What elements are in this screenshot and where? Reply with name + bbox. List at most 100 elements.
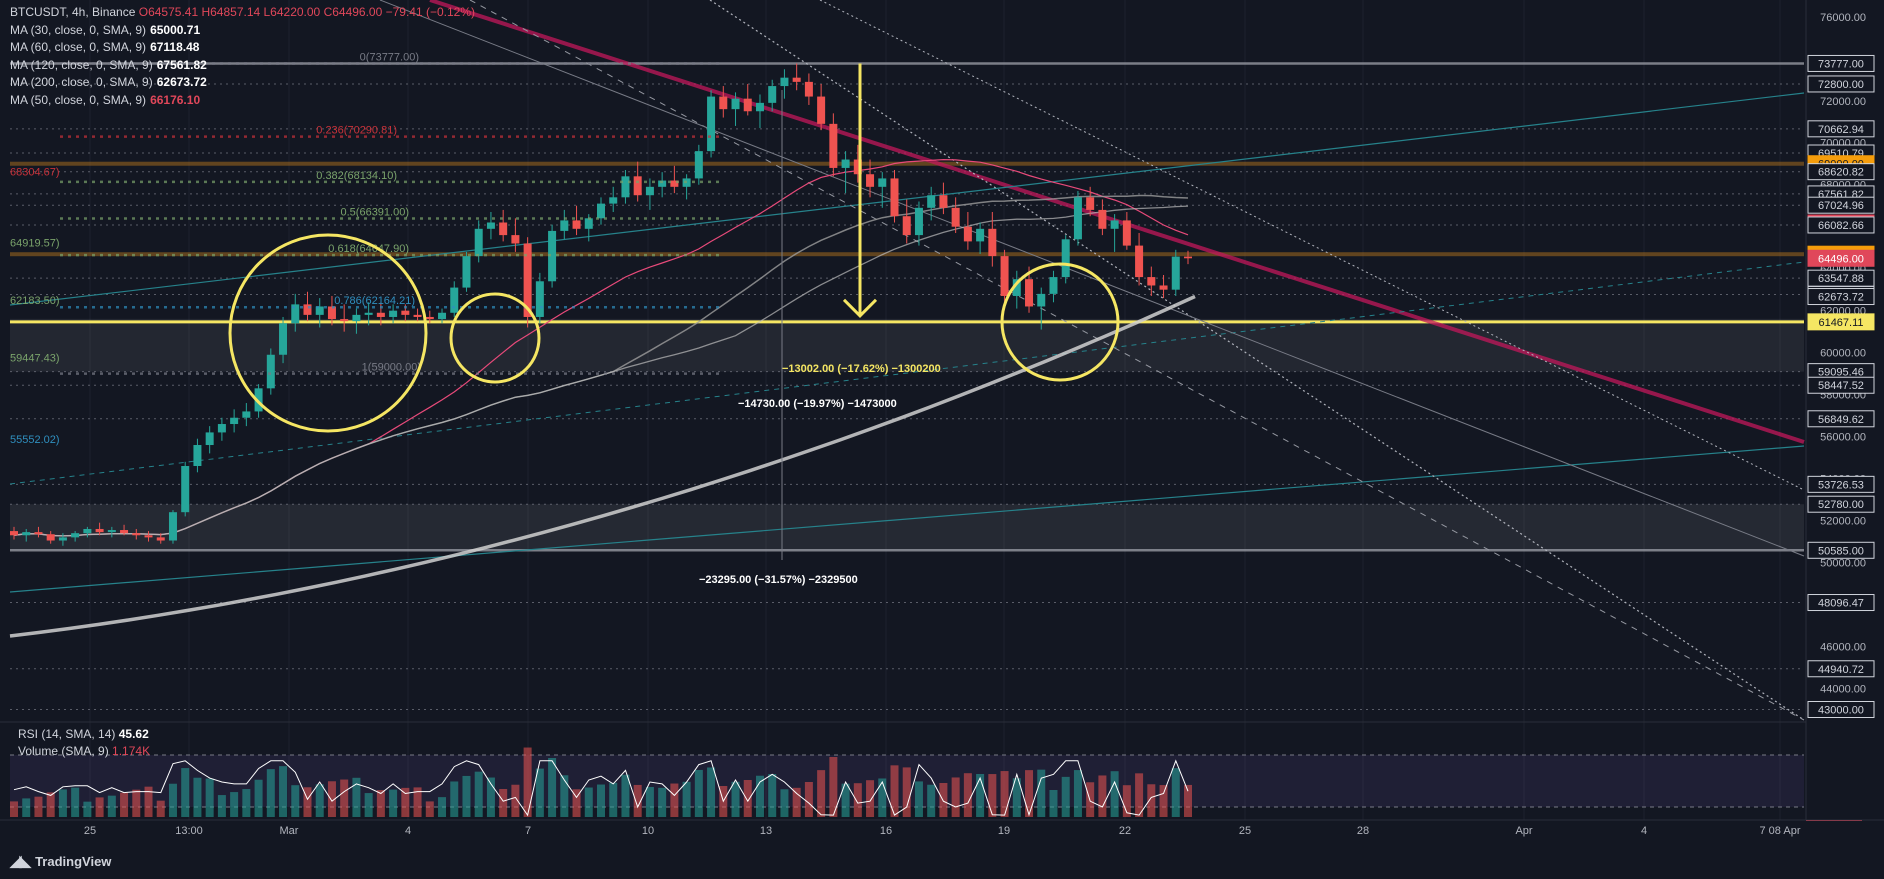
ma-legend-row[interactable]: MA (60, close, 0, SMA, 9) 67118.48 xyxy=(10,39,475,57)
candle-body xyxy=(1135,245,1144,278)
volume-bar xyxy=(645,787,654,817)
volume-bar xyxy=(71,787,80,817)
price-label-text: 62673.72 xyxy=(1818,292,1864,304)
candle-body xyxy=(523,243,532,317)
candle-body xyxy=(1098,209,1107,229)
price-label-badge xyxy=(1807,376,1875,394)
candle-body xyxy=(144,535,153,538)
volume-bar xyxy=(364,793,373,817)
candle-body xyxy=(731,98,740,110)
volume-bar xyxy=(597,784,605,817)
candle-body xyxy=(279,323,288,355)
volume-bar xyxy=(768,774,777,817)
ma-value: 65000.71 xyxy=(150,22,201,37)
candle-body xyxy=(46,534,55,541)
left-level-label: 62183.50) xyxy=(10,295,60,307)
volume-bar xyxy=(303,787,312,817)
rsi-row[interactable]: RSI (14, SMA, 14) 45.62 xyxy=(18,726,150,743)
ma-legend-row[interactable]: MA (30, close, 0, SMA, 9) 65000.71 xyxy=(10,22,475,40)
volume-bar xyxy=(1171,768,1180,817)
candle-body xyxy=(584,218,593,229)
volume-bar xyxy=(548,758,557,817)
ma-legend-row[interactable]: MA (200, close, 0, SMA, 9) 62673.72 xyxy=(10,74,475,92)
candle-body xyxy=(1110,220,1119,229)
volume-bar xyxy=(486,777,495,817)
volume-bar xyxy=(535,768,544,817)
candle-body xyxy=(1086,197,1095,210)
time-tick: Mar xyxy=(280,825,299,837)
ma-value: 67118.48 xyxy=(150,40,200,54)
volume-bar xyxy=(670,783,679,817)
volume-bar xyxy=(279,766,288,817)
symbol-row[interactable]: BTCUSDT, 4h, Binance O64575.41 H64857.14… xyxy=(10,4,475,22)
volume-bar xyxy=(168,783,177,817)
fib-label: 1(59000.00) xyxy=(362,362,421,374)
price-tick: 50000.00 xyxy=(1820,558,1866,570)
price-label-badge xyxy=(1807,120,1875,138)
candle-body xyxy=(132,533,141,536)
candle-body xyxy=(352,314,361,322)
time-axis[interactable]: 25 13:00 Mar 4 7 10 13 16 19 22 25 28 Apr 4 7 08 Apr xyxy=(0,819,1884,837)
price-label-text: 48096.47 xyxy=(1818,598,1864,610)
price-label-text: 59095.46 xyxy=(1818,367,1864,379)
candle-body xyxy=(853,159,862,175)
volume-bar xyxy=(46,792,55,817)
volume-bar xyxy=(1049,790,1058,817)
ma-legend-row[interactable]: MA (50, close, 0, SMA, 9) 66176.10 xyxy=(10,92,475,110)
candle-body xyxy=(951,207,960,227)
volume-bar xyxy=(1159,785,1168,817)
candle-body xyxy=(327,306,336,320)
candle-body xyxy=(34,532,43,535)
volume-bar xyxy=(462,775,471,817)
price-tick: 60000.00 xyxy=(1820,348,1866,360)
annotations xyxy=(228,63,1120,560)
candle-body xyxy=(193,445,202,467)
volume-row[interactable]: Volume (SMA, 9) 1.174K xyxy=(18,743,150,760)
price-axis[interactable]: 76000.0074000.0072000.0070000.0068000.00… xyxy=(1805,0,1884,820)
price-label-badge xyxy=(1807,701,1875,719)
chart-legend: BTCUSDT, 4h, Binance O64575.41 H64857.14… xyxy=(10,4,475,109)
price-label-badge xyxy=(1807,75,1875,93)
volume-bar xyxy=(841,783,850,817)
time-tick: 19 xyxy=(998,825,1010,837)
candle-body xyxy=(217,424,226,433)
volume-bar xyxy=(34,796,43,817)
volume-bar xyxy=(181,768,190,817)
volume-value: 1.174K xyxy=(112,744,151,758)
volume-bar xyxy=(743,780,752,817)
price-label-badge xyxy=(1807,216,1875,234)
price-label-badge xyxy=(1807,410,1875,428)
volume-bar xyxy=(499,789,508,817)
volume-bar xyxy=(327,781,336,817)
candle-body xyxy=(425,316,434,320)
candle-body xyxy=(548,230,557,282)
price-tick: 72000.00 xyxy=(1820,96,1866,108)
volume-bar xyxy=(976,774,985,817)
time-tick: 22 xyxy=(1119,825,1131,837)
time-tick: 13:00 xyxy=(175,825,203,837)
candle-body xyxy=(780,77,789,87)
price-label-badge xyxy=(1807,288,1875,306)
volume-bar xyxy=(878,778,887,817)
candle-body xyxy=(817,96,826,124)
candle-body xyxy=(254,388,263,412)
dotted-trendline-1 xyxy=(709,0,1805,721)
time-tick: 10 xyxy=(642,825,654,837)
ma-label: MA (50, close, 0, SMA, 9) xyxy=(10,92,147,107)
candle-body xyxy=(1122,220,1131,246)
price-label-badge xyxy=(1807,495,1875,513)
volume-bar xyxy=(707,767,716,817)
candle-body xyxy=(609,197,618,204)
price-tick: 46000.00 xyxy=(1820,642,1866,654)
tradingview-brand[interactable]: ◢◣ TradingView xyxy=(10,852,111,870)
price-label-text: 50585.00 xyxy=(1818,545,1864,557)
ma-legend-row[interactable]: MA (120, close, 0, SMA, 9) 67561.82 xyxy=(10,57,475,75)
measure-label-3: −23295.00 (−31.57%) −2329500 xyxy=(699,574,858,586)
symbol-label[interactable]: BTCUSDT, 4h, Binance xyxy=(10,5,136,19)
candle-body xyxy=(988,228,997,257)
price-label-text: 70662.94 xyxy=(1818,124,1864,136)
price-label-text: 63547.88 xyxy=(1818,273,1864,285)
volume-bar xyxy=(658,787,667,817)
candle-body xyxy=(829,123,838,168)
